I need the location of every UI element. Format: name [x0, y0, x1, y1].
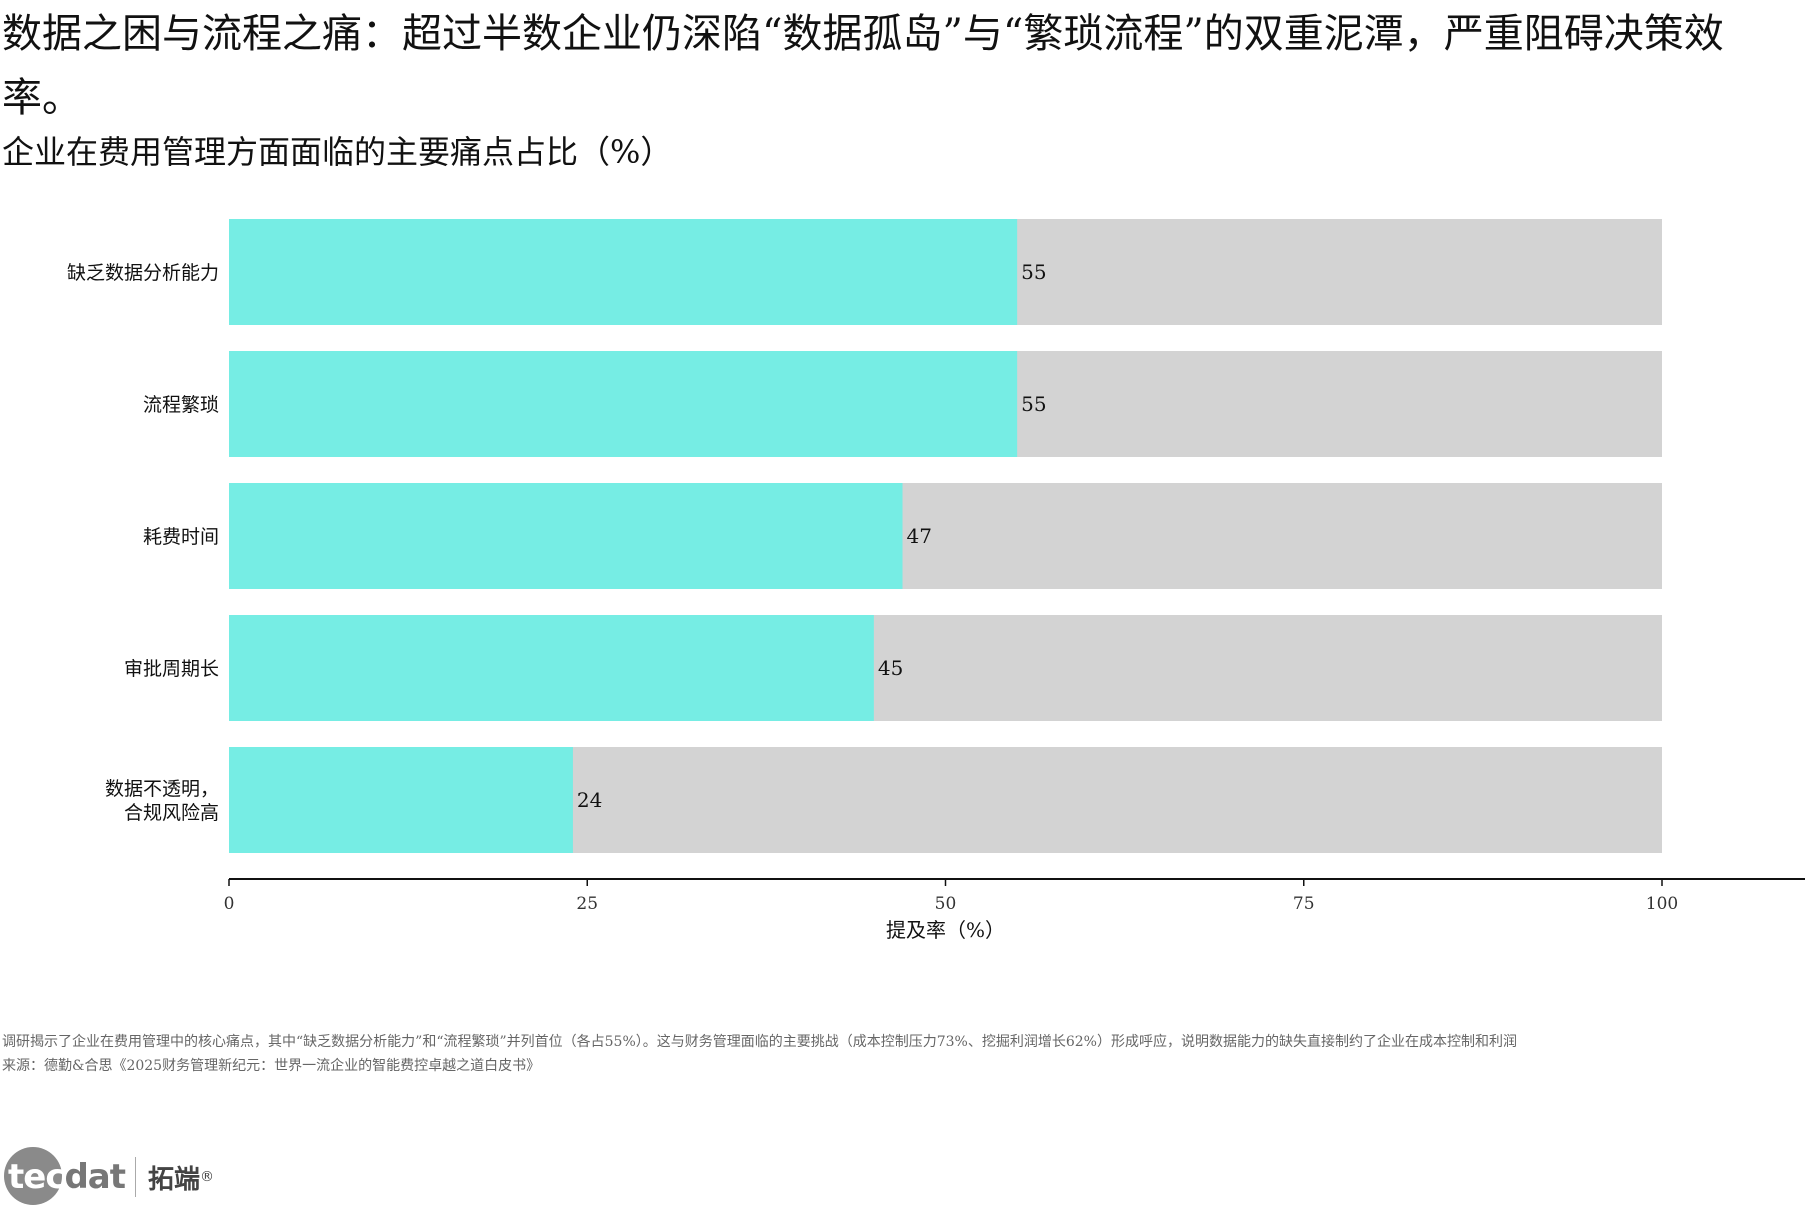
- bar: [229, 219, 1018, 325]
- value-labels: 55 55 47 45 24: [577, 260, 1047, 812]
- bar: [229, 351, 1018, 457]
- logo-registered-mark: ®: [200, 1169, 215, 1185]
- footer-source: 来源：德勤&合思《2025财务管理新纪元：世界一流企业的智能费控卓越之道白皮书》: [2, 1058, 541, 1074]
- x-axis: 0 25 50 75 100 提及率（%）: [224, 878, 1805, 942]
- chart-title: 数据之困与流程之痛：超过半数企业仍深陷“数据孤岛”与“繁琐流程”的双重泥潭，严重…: [2, 11, 1724, 121]
- value-label: 24: [577, 788, 602, 812]
- x-axis-label: 提及率（%）: [886, 918, 1005, 942]
- value-label: 47: [907, 524, 932, 548]
- logo-cn-text: 拓端: [148, 1164, 201, 1195]
- footer-note: 调研揭示了企业在费用管理中的核心痛点，其中“缺乏数据分析能力”和“流程繁琐”并列…: [2, 1034, 1517, 1050]
- bar: [229, 747, 573, 853]
- value-label: 55: [1021, 260, 1046, 284]
- logo-divider: [135, 1157, 137, 1197]
- category-label: 数据不透明，: [105, 778, 219, 800]
- logo-circle-text: tec: [8, 1157, 65, 1197]
- x-tick-label: 75: [1293, 894, 1315, 914]
- x-tick-label: 0: [224, 894, 235, 914]
- value-label: 55: [1021, 392, 1046, 416]
- category-label: 缺乏数据分析能力: [67, 262, 219, 284]
- logo-circle-icon: [4, 1147, 62, 1205]
- x-tick-label: 50: [935, 894, 957, 914]
- x-tick-label: 100: [1646, 894, 1678, 914]
- logo-rest-text: dat: [64, 1157, 126, 1197]
- value-label: 45: [878, 656, 903, 680]
- bar: [229, 615, 874, 721]
- x-tick-label: 25: [576, 894, 598, 914]
- bar: [229, 483, 903, 589]
- category-label: 耗费时间: [143, 526, 219, 548]
- category-label: 审批周期长: [124, 658, 219, 680]
- chart-subtitle: 企业在费用管理方面面临的主要痛点占比（%）: [2, 133, 673, 171]
- category-label: 合规风险高: [124, 802, 219, 824]
- category-label: 流程繁琐: [143, 394, 219, 416]
- bars-layer: [229, 219, 1662, 853]
- logo-wordmark: tecdat: [4, 1157, 126, 1197]
- brand-logo: tecdat 拓端 ®: [4, 1147, 214, 1207]
